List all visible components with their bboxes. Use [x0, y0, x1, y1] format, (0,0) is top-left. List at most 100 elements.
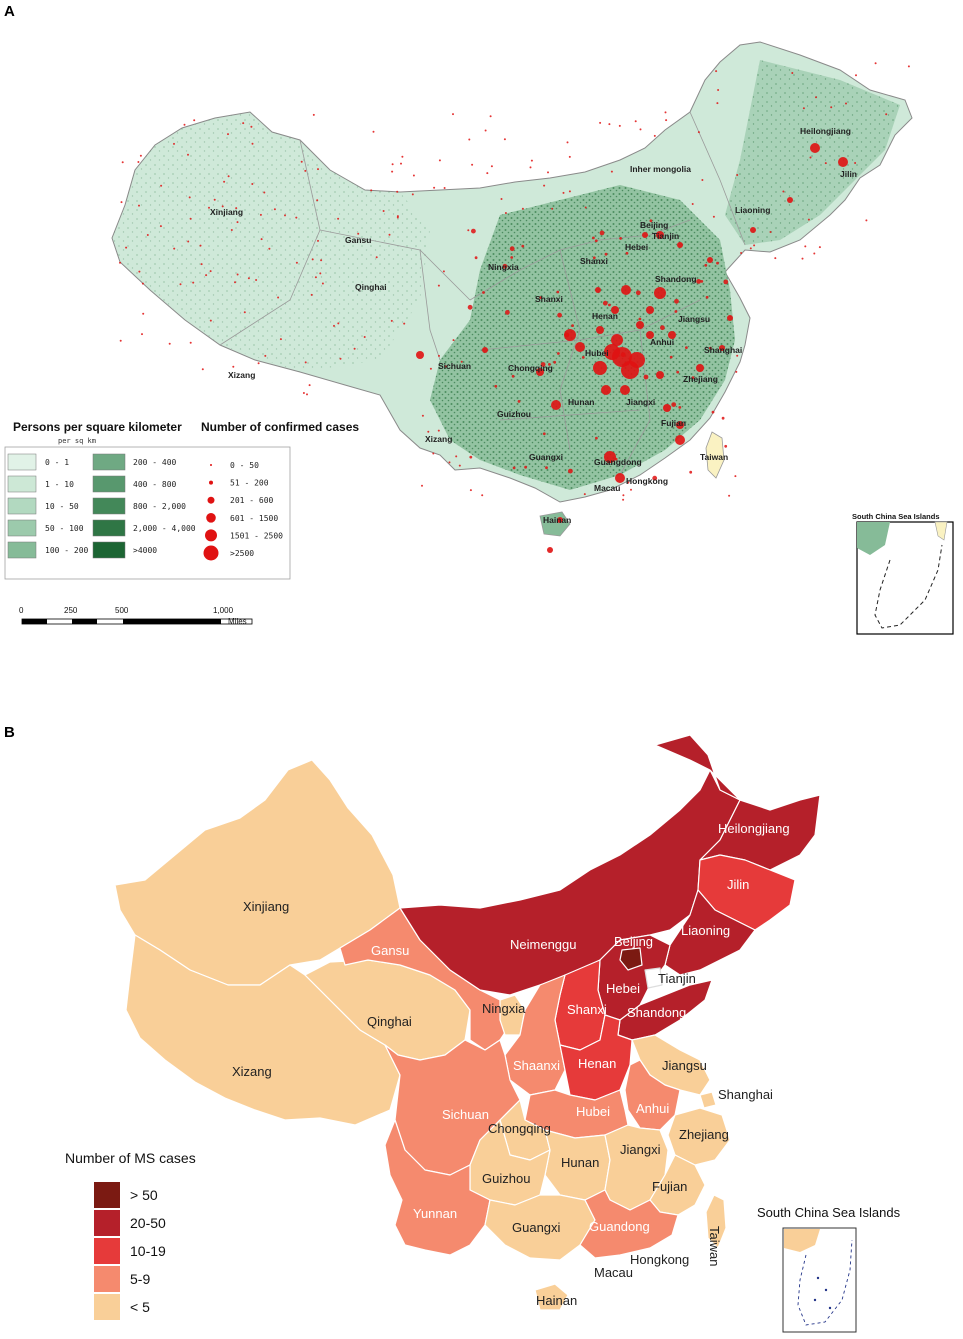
case-circle — [810, 143, 820, 153]
density-swatch — [92, 519, 126, 537]
dense-speckle-a — [430, 185, 735, 490]
case-circle — [141, 282, 144, 285]
case-circle — [438, 354, 440, 357]
case-circle — [627, 481, 630, 484]
taiwan-a — [705, 431, 725, 479]
case-circle — [264, 354, 267, 357]
case-circle — [845, 102, 847, 105]
case-circle — [474, 256, 478, 260]
case-circle — [769, 231, 772, 233]
case-circle — [716, 102, 719, 105]
cases-legend: Number of confirmed cases 0 - 50 51 - 200… — [201, 420, 359, 561]
case-circle — [510, 256, 514, 259]
case-circle — [411, 193, 414, 196]
case-circle — [467, 304, 473, 310]
case-circle — [865, 219, 868, 222]
case-circle — [138, 204, 140, 207]
case-circle — [530, 159, 533, 162]
scale-tick-3: 1,000 — [213, 606, 234, 615]
map-a-label: Jilin — [840, 169, 857, 179]
case-circle — [736, 174, 739, 176]
case-circle — [482, 291, 485, 294]
case-circle — [539, 296, 543, 299]
case-circle — [443, 187, 446, 189]
map-b-label: Hongkong — [630, 1252, 689, 1267]
case-circle — [139, 154, 142, 157]
case-circle — [121, 161, 124, 164]
map-b-label: Hebei — [606, 981, 640, 996]
case-circle — [444, 365, 447, 368]
map-a-label: Taiwan — [700, 452, 728, 462]
case-circle — [629, 352, 645, 368]
density-legend-subtitle: per sq km — [58, 437, 96, 445]
case-circle — [604, 451, 616, 463]
density-swatch — [7, 497, 37, 515]
region-beijing — [619, 947, 643, 971]
region-zhejiang — [667, 1107, 731, 1166]
ms-class-label: 5-9 — [130, 1271, 150, 1287]
case-size-symbol — [210, 464, 212, 466]
case-circle — [815, 96, 817, 99]
case-circle — [556, 290, 560, 294]
density-swatch — [92, 497, 126, 515]
case-circle — [432, 452, 435, 455]
case-circle — [674, 310, 678, 313]
case-circle — [601, 385, 611, 395]
case-circle — [557, 352, 560, 355]
map-b-label: Qinghai — [367, 1014, 412, 1029]
case-circle — [511, 374, 515, 378]
density-class-label: 400 - 800 — [133, 480, 177, 489]
case-circle — [618, 124, 621, 127]
case-circle — [304, 361, 307, 364]
case-class-label: 0 - 50 — [230, 461, 259, 470]
case-circle — [469, 455, 473, 459]
case-circle — [295, 261, 298, 264]
ms-swatch — [94, 1210, 120, 1236]
case-circle — [652, 475, 658, 481]
ms-swatch — [94, 1238, 120, 1264]
case-circle — [416, 351, 424, 359]
region-xizang — [125, 934, 401, 1126]
map-b-label: Sichuan — [442, 1107, 489, 1122]
map-a-label: Henan — [592, 311, 618, 321]
case-circle — [595, 436, 598, 440]
case-circle — [548, 363, 551, 366]
map-a-label: Inher mongolia — [630, 164, 691, 174]
case-circle — [390, 319, 393, 322]
case-circle — [221, 205, 224, 208]
inset-b-coast — [784, 1229, 820, 1252]
case-circle — [372, 130, 375, 133]
case-circle — [337, 322, 340, 325]
ms-legend: Number of MS cases > 50 20-50 10-19 5-9 < 5 — [65, 1150, 196, 1320]
inset-b-island — [828, 1306, 832, 1310]
map-b-label: Chongqing — [488, 1121, 551, 1136]
case-circle — [727, 315, 733, 321]
case-circle — [599, 121, 602, 124]
case-circle — [804, 245, 807, 248]
case-circle — [568, 468, 573, 474]
case-circle — [802, 107, 805, 110]
case-circle — [717, 89, 720, 91]
case-circle — [700, 280, 704, 283]
case-circle — [382, 210, 385, 212]
case-circle — [654, 287, 666, 299]
density-legend-title: Persons per square kilometer — [13, 420, 182, 434]
map-a-label: Xizang — [228, 370, 255, 380]
case-circle — [620, 352, 626, 358]
case-size-symbol — [206, 513, 216, 523]
case-circle — [649, 219, 653, 223]
case-circle — [119, 339, 122, 342]
case-circle — [709, 346, 712, 350]
case-circle — [604, 344, 620, 360]
case-circle — [199, 244, 202, 247]
region-tianjin — [644, 967, 663, 989]
region-taiwan — [705, 1194, 727, 1249]
panel-a-labels: Heilongjiang Jilin Inher mongolia Liaoning X… — [210, 126, 857, 525]
case-circle — [337, 217, 340, 220]
case-circle — [734, 475, 737, 478]
map-b-label: Guandong — [589, 1219, 650, 1234]
map-a-label: Guizhou — [497, 409, 531, 419]
case-circle — [209, 270, 212, 273]
case-size-symbol — [209, 480, 213, 485]
